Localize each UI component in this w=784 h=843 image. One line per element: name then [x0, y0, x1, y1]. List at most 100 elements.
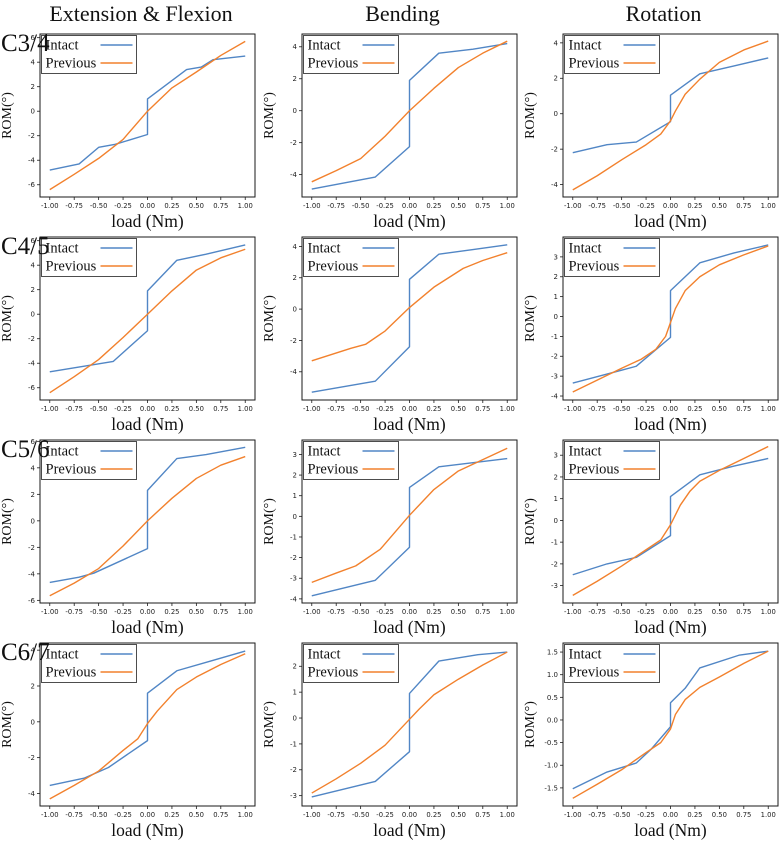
series-line-previous	[311, 252, 508, 362]
y-tick-label: 0	[554, 110, 558, 118]
legend-label-intact: Intact	[46, 444, 79, 460]
x-tick-label: -0.50	[613, 202, 631, 210]
y-tick-label: 3	[554, 452, 558, 460]
x-tick-label: 0.50	[451, 202, 466, 210]
x-tick-label: -0.25	[376, 608, 394, 616]
x-tick-label: 0.75	[475, 811, 490, 819]
series-line-previous	[49, 40, 246, 191]
y-tick-label: -1	[290, 533, 297, 541]
subplot-c67-rotation: -1.00 -0.75 -0.50 -0.25 0.00 0.25 0.50 0.75 1.00…	[523, 637, 784, 840]
x-tick-label: 0.75	[736, 405, 751, 413]
subplot-c56-extension-flexion: -1.00 -0.75 -0.50 -0.25 0.00 0.25 0.50 0.75 1.00…	[0, 434, 262, 637]
y-tick-label: 1	[554, 293, 558, 301]
row-label-c56: C5/6	[1, 436, 50, 463]
y-tick-label: -2	[551, 146, 558, 154]
x-tick-label: -1.00	[564, 811, 582, 819]
x-tick-label: -0.50	[613, 608, 631, 616]
chart-canvas: -1.00 -0.75 -0.50 -0.25 0.00 0.25 0.50 0.75 1.00…	[262, 439, 518, 637]
y-tick-label: 2	[31, 682, 35, 690]
x-tick-label: -0.25	[637, 202, 655, 210]
y-tick-label: -6	[28, 597, 36, 605]
column-title-rotation: Rotation	[625, 1, 702, 26]
x-tick-label: -0.75	[327, 811, 345, 819]
legend-label-intact: Intact	[569, 38, 602, 54]
y-tick-label: -2	[551, 560, 558, 568]
y-tick-label: 0	[554, 313, 558, 321]
y-tick-label: 2	[293, 75, 297, 83]
x-tick-label: 0.00	[140, 405, 155, 413]
series-line-intact	[572, 650, 769, 790]
y-tick-label: -4	[290, 368, 298, 376]
x-tick-label: 0.75	[736, 608, 751, 616]
y-tick-label: 3	[293, 451, 297, 459]
y-tick-label: 2	[554, 273, 558, 281]
y-tick-label: 2	[554, 75, 558, 83]
subplot-c45-bending: -1.00 -0.75 -0.50 -0.25 0.00 0.25 0.50 0.75 1.00…	[262, 231, 523, 434]
x-tick-label: 0.00	[663, 405, 678, 413]
y-tick-label: 4	[293, 43, 298, 51]
y-axis-label: ROM(°)	[262, 92, 277, 139]
y-tick-label: 2	[554, 473, 558, 481]
x-axis-label: load (Nm)	[373, 414, 446, 434]
x-tick-label: 0.25	[426, 811, 441, 819]
x-tick-label: 1.00	[500, 608, 515, 616]
series-line-intact	[311, 42, 508, 190]
x-tick-label: 1.00	[238, 202, 253, 210]
y-tick-label: -6	[28, 181, 36, 189]
legend-box	[564, 441, 660, 480]
y-tick-label: -6	[28, 384, 36, 392]
y-tick-label: -2	[28, 132, 35, 140]
x-tick-label: -0.50	[613, 811, 631, 819]
y-tick-label: 4	[554, 39, 559, 47]
legend-label-intact: Intact	[569, 444, 602, 460]
x-tick-label: 0.50	[712, 202, 727, 210]
chart-canvas: -1.00 -0.75 -0.50 -0.25 0.00 0.25 0.50 0.75 1.00…	[523, 439, 779, 637]
x-tick-label: 0.00	[140, 202, 155, 210]
y-tick-label: -2	[290, 337, 297, 345]
x-tick-label: 0.50	[451, 608, 466, 616]
y-tick-label: 0	[31, 311, 35, 319]
x-tick-label: -0.75	[327, 608, 345, 616]
x-tick-label: 1.00	[761, 202, 776, 210]
y-axis-label: ROM(°)	[523, 295, 538, 342]
subplot-c67-extension-flexion: -1.00 -0.75 -0.50 -0.25 0.00 0.25 0.50 0.75 1.00…	[0, 637, 262, 840]
subplot-c34-bending: -1.00 -0.75 -0.50 -0.25 0.00 0.25 0.50 0.75 1.00…	[262, 28, 523, 231]
series-line-intact	[311, 457, 508, 597]
x-tick-label: 0.75	[475, 608, 490, 616]
y-tick-label: 0.5	[547, 694, 558, 702]
subplot-c67-bending: -1.00 -0.75 -0.50 -0.25 0.00 0.25 0.50 0.75 1.00…	[262, 637, 523, 840]
legend-box	[564, 35, 660, 74]
y-tick-label: 1	[293, 492, 297, 500]
legend-box	[41, 644, 137, 683]
x-tick-label: -0.75	[588, 202, 606, 210]
y-tick-label: -4	[290, 595, 298, 603]
y-tick-label: 0	[293, 107, 297, 115]
x-tick-label: -0.50	[352, 202, 370, 210]
series-line-previous	[572, 245, 769, 393]
x-tick-label: -0.75	[65, 811, 83, 819]
y-axis-label: ROM(°)	[262, 701, 277, 748]
legend-label-intact: Intact	[569, 647, 602, 663]
y-tick-label: -4	[28, 360, 36, 368]
x-tick-label: -0.25	[376, 811, 394, 819]
legend-label-intact: Intact	[46, 38, 79, 54]
y-tick-label: 1.5	[547, 649, 558, 657]
x-tick-label: 0.50	[712, 608, 727, 616]
x-tick-label: 0.50	[189, 811, 204, 819]
chart-canvas: -1.00 -0.75 -0.50 -0.25 0.00 0.25 0.50 0.75 1.00…	[0, 33, 256, 231]
x-tick-label: -0.25	[637, 405, 655, 413]
x-tick-label: -0.25	[114, 202, 132, 210]
x-tick-label: -0.50	[90, 405, 108, 413]
y-tick-label: -2	[551, 353, 558, 361]
x-tick-label: 0.00	[663, 811, 678, 819]
legend-box	[41, 238, 137, 277]
y-axis-label: ROM(°)	[523, 498, 538, 545]
y-tick-label: 2	[31, 491, 35, 499]
y-tick-label: 2	[31, 83, 35, 91]
y-tick-label: 0	[31, 517, 35, 525]
y-axis-label: ROM(°)	[262, 295, 277, 342]
y-tick-label: 1	[554, 495, 558, 503]
x-tick-label: -0.50	[352, 608, 370, 616]
x-tick-label: -0.75	[588, 405, 606, 413]
column-title-extension-flexion: Extension & Flexion	[49, 1, 233, 26]
